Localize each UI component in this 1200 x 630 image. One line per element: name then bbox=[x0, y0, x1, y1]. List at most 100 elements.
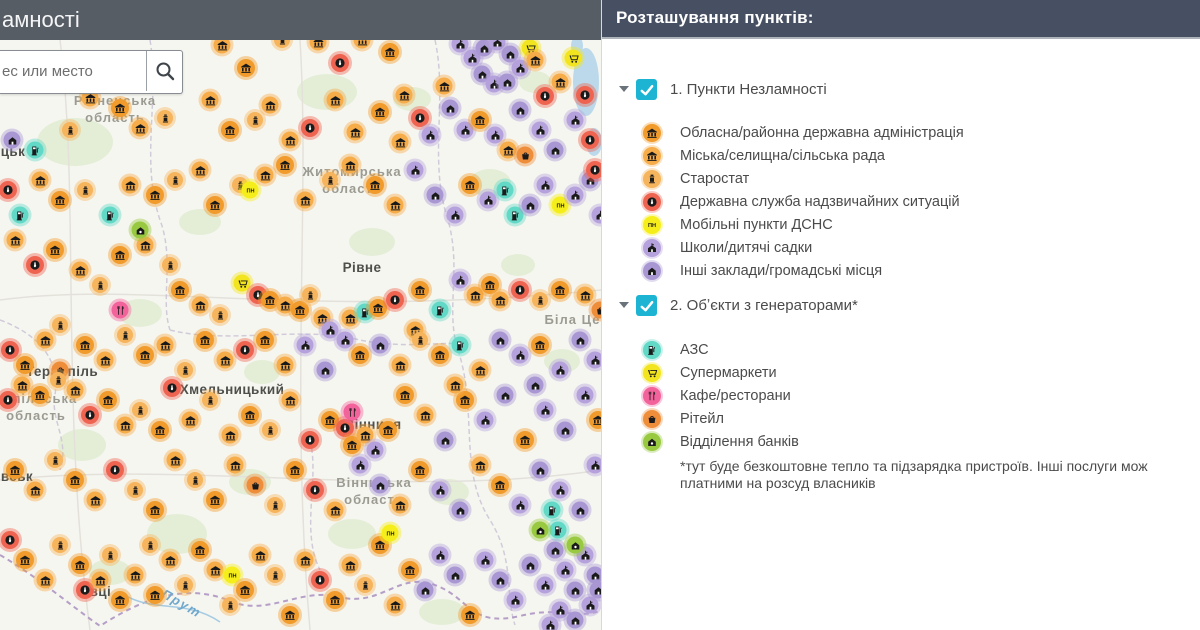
map-marker-starostat[interactable] bbox=[132, 402, 148, 418]
map-marker-house[interactable] bbox=[475, 39, 493, 57]
map-marker-school[interactable] bbox=[446, 206, 464, 224]
map-marker-dsns-badge[interactable] bbox=[236, 341, 254, 359]
map-marker-house[interactable] bbox=[316, 361, 334, 379]
map-marker-school[interactable] bbox=[463, 49, 481, 67]
map-marker-retail-basket[interactable] bbox=[591, 301, 601, 319]
map-marker-dsns-badge[interactable] bbox=[163, 379, 181, 397]
map-marker-school[interactable] bbox=[336, 331, 354, 349]
map-marker-city-council[interactable] bbox=[226, 456, 244, 474]
map-marker-city-council[interactable] bbox=[326, 501, 344, 519]
map-marker-city-council[interactable] bbox=[391, 496, 409, 514]
map-marker-government-building[interactable] bbox=[151, 421, 169, 439]
map-marker-government-building[interactable] bbox=[321, 411, 339, 429]
map-marker-government-building[interactable] bbox=[589, 411, 601, 429]
map-marker-house[interactable] bbox=[546, 541, 564, 559]
map-marker-city-council[interactable] bbox=[191, 161, 209, 179]
map-marker-house[interactable] bbox=[566, 611, 584, 629]
map-marker-city-council[interactable] bbox=[435, 77, 453, 95]
map-marker-city-council[interactable] bbox=[116, 416, 134, 434]
map-marker-bank-branch[interactable] bbox=[131, 221, 149, 239]
map-marker-government-building[interactable] bbox=[196, 331, 214, 349]
map-marker-starostat[interactable] bbox=[222, 597, 238, 613]
map-marker-government-building[interactable] bbox=[401, 561, 419, 579]
map-marker-starostat[interactable] bbox=[50, 372, 66, 388]
map-marker-city-council[interactable] bbox=[326, 91, 344, 109]
map-marker-starostat[interactable] bbox=[102, 547, 118, 563]
map-marker-pn-mobile[interactable]: ПН bbox=[223, 566, 241, 584]
map-marker-city-council[interactable] bbox=[66, 381, 84, 399]
map-marker-starostat[interactable] bbox=[262, 422, 278, 438]
map-marker-dsns-badge[interactable] bbox=[301, 431, 319, 449]
map-marker-dsns-badge[interactable] bbox=[576, 86, 594, 104]
map-marker-house[interactable] bbox=[556, 421, 574, 439]
map-marker-dsns-badge[interactable] bbox=[106, 461, 124, 479]
map-marker-school[interactable] bbox=[541, 616, 559, 630]
map-marker-dsns-badge[interactable] bbox=[26, 256, 44, 274]
map-marker-school[interactable] bbox=[586, 351, 601, 369]
map-marker-city-council[interactable] bbox=[256, 166, 274, 184]
map-marker-city-council[interactable] bbox=[261, 96, 279, 114]
map-marker-government-building[interactable] bbox=[16, 551, 34, 569]
map-marker-starostat[interactable] bbox=[162, 257, 178, 273]
map-marker-fuel-pump[interactable] bbox=[101, 206, 119, 224]
layer-checkbox[interactable] bbox=[636, 294, 657, 316]
map-marker-government-building[interactable] bbox=[111, 99, 129, 117]
map-marker-fuel-pump[interactable] bbox=[451, 336, 469, 354]
map-marker-starostat[interactable] bbox=[117, 327, 133, 343]
map-marker-government-building[interactable] bbox=[396, 386, 414, 404]
map-marker-city-council[interactable] bbox=[499, 141, 517, 159]
map-marker-starostat[interactable] bbox=[52, 317, 68, 333]
map-marker-government-building[interactable] bbox=[516, 431, 534, 449]
map-marker-government-building[interactable] bbox=[111, 246, 129, 264]
map-marker-cafe-utensils[interactable] bbox=[111, 301, 129, 319]
map-marker-school[interactable] bbox=[551, 361, 569, 379]
map-marker-house[interactable] bbox=[586, 566, 601, 584]
map-marker-city-council[interactable] bbox=[221, 426, 239, 444]
map-marker-city-council[interactable] bbox=[341, 156, 359, 174]
map-marker-government-building[interactable] bbox=[461, 176, 479, 194]
map-marker-city-council[interactable] bbox=[96, 351, 114, 369]
map-marker-house[interactable] bbox=[521, 196, 539, 214]
map-marker-city-council[interactable] bbox=[156, 336, 174, 354]
map-marker-government-building[interactable] bbox=[31, 386, 49, 404]
map-marker-government-building[interactable] bbox=[291, 301, 309, 319]
map-marker-house[interactable] bbox=[526, 376, 544, 394]
map-marker-fuel-pump[interactable] bbox=[506, 206, 524, 224]
map-marker-city-council[interactable] bbox=[213, 36, 231, 54]
map-marker-starostat[interactable] bbox=[412, 332, 428, 348]
map-marker-school[interactable] bbox=[486, 126, 504, 144]
map-marker-house[interactable] bbox=[426, 186, 444, 204]
map-marker-government-building[interactable] bbox=[286, 461, 304, 479]
map-marker-dsns-badge[interactable] bbox=[311, 571, 329, 589]
map-marker-government-building[interactable] bbox=[221, 121, 239, 139]
map-marker-government-building[interactable] bbox=[241, 406, 259, 424]
map-marker-pn-mobile[interactable]: ПН bbox=[241, 181, 259, 199]
map-marker-city-council[interactable] bbox=[356, 426, 374, 444]
map-marker-starostat[interactable] bbox=[532, 292, 548, 308]
search-button[interactable] bbox=[146, 51, 182, 91]
map-marker-starostat[interactable] bbox=[47, 452, 63, 468]
map-marker-city-council[interactable] bbox=[121, 176, 139, 194]
map-marker-house[interactable] bbox=[3, 131, 21, 149]
map-marker-dsns-badge[interactable] bbox=[1, 531, 19, 549]
map-marker-shopping-cart[interactable] bbox=[233, 274, 251, 292]
map-marker-school[interactable] bbox=[476, 551, 494, 569]
map-marker-bank-branch[interactable] bbox=[566, 536, 584, 554]
map-marker-government-building[interactable] bbox=[206, 491, 224, 509]
map-marker-school[interactable] bbox=[556, 561, 574, 579]
map-marker-government-building[interactable] bbox=[411, 281, 429, 299]
map-marker-city-council[interactable] bbox=[161, 551, 179, 569]
map-marker-city-council[interactable] bbox=[276, 356, 294, 374]
map-marker-government-building[interactable] bbox=[551, 281, 569, 299]
map-marker-school[interactable] bbox=[511, 496, 529, 514]
map-marker-school[interactable] bbox=[485, 75, 503, 93]
map-marker-house[interactable] bbox=[371, 476, 389, 494]
map-marker-school[interactable] bbox=[479, 191, 497, 209]
map-marker-school[interactable] bbox=[351, 456, 369, 474]
map-marker-government-building[interactable] bbox=[411, 461, 429, 479]
map-marker-house[interactable] bbox=[521, 556, 539, 574]
map-marker-city-council[interactable] bbox=[296, 191, 314, 209]
map-marker-starostat[interactable] bbox=[212, 307, 228, 323]
map-marker-government-building[interactable] bbox=[256, 331, 274, 349]
map-marker-government-building[interactable] bbox=[76, 336, 94, 354]
